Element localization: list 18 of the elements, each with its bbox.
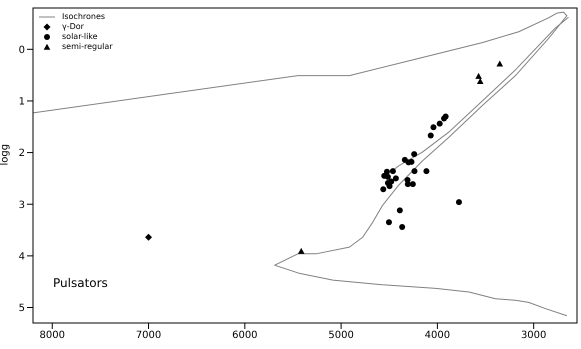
y-axis-title: logg [0,144,11,166]
y-tick-label: 3 [18,200,25,211]
x-tick-label: 5000 [328,330,354,342]
legend-label: γ-Dor [62,22,84,32]
legend-label: Isochrones [62,12,106,22]
y-tick-label: 0 [18,44,25,56]
y-tick-label: 2 [18,148,25,160]
x-tick-label: 3000 [520,330,546,342]
annotation: Pulsators [53,276,108,290]
y-tick-label: 4 [18,251,25,262]
legend-label: solar-like [62,32,98,42]
x-tick-label: 4000 [424,330,450,342]
legend-label: semi-regular [62,42,113,52]
x-tick-label: 8000 [40,330,65,342]
y-tick-label: 5 [18,303,25,314]
x-tick-label: 7000 [136,330,162,342]
y-tick-label: 1 [18,96,25,108]
x-tick-label: 6000 [232,330,258,342]
